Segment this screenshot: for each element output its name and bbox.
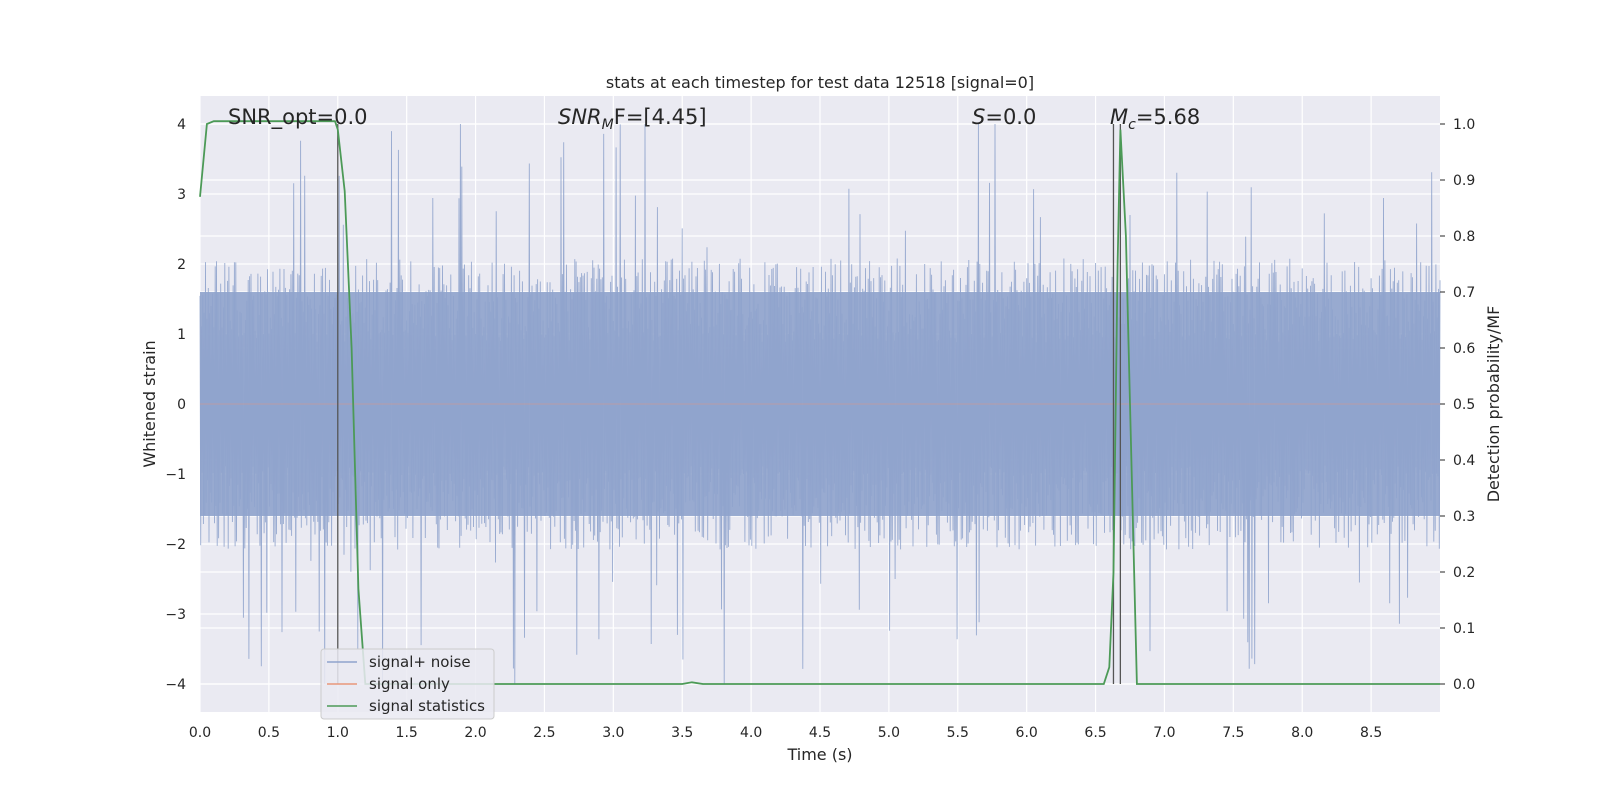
y-tick-label-left: 2 bbox=[177, 257, 186, 273]
y-tick-label-right: 0.2 bbox=[1453, 565, 1475, 581]
y-tick-label-right: 0.5 bbox=[1453, 397, 1475, 413]
y-tick-label-left: −4 bbox=[165, 677, 186, 693]
series-signal-statistics-line bbox=[199, 120, 1440, 685]
x-tick-label: 8.0 bbox=[1291, 725, 1313, 741]
x-axis-label: Time (s) bbox=[786, 745, 852, 764]
x-tick-label: 6.5 bbox=[1084, 725, 1106, 741]
y-tick-label-right: 1.0 bbox=[1453, 117, 1475, 133]
y-tick-label-right: 0.0 bbox=[1453, 677, 1475, 693]
y-tick-label-right: 0.1 bbox=[1453, 621, 1475, 637]
y-tick-label-right: 0.3 bbox=[1453, 509, 1475, 525]
x-tick-label: 7.5 bbox=[1222, 725, 1244, 741]
y-axis-label-right: Detection probability/MF bbox=[1484, 306, 1503, 503]
legend-box bbox=[320, 648, 495, 720]
annotation-mc: Mc=5.68 bbox=[1110, 105, 1200, 133]
x-tick-label: 8.5 bbox=[1360, 725, 1382, 741]
tick-labels: 0.0 0.5 1.0 1.5 2.0 2.5 3.0 3.5 4.0 4.5 5.0 5.5 6.0 6… bbox=[165, 117, 1475, 741]
x-tick-label: 0.5 bbox=[258, 725, 280, 741]
legend-label-signal-statistics: signal statistics bbox=[369, 697, 485, 715]
x-tick-label: 2.0 bbox=[464, 725, 486, 741]
y-tick-label-left: 3 bbox=[177, 187, 186, 203]
statistics-series bbox=[199, 120, 1440, 685]
annotation-snr-opt: SNR_opt=0.0 bbox=[228, 105, 368, 130]
y-tick-label-left: 1 bbox=[177, 327, 186, 343]
legend-label-signal-noise: signal+ noise bbox=[369, 653, 471, 671]
y-tick-label-left: 0 bbox=[177, 397, 186, 413]
x-tick-label: 3.5 bbox=[671, 725, 693, 741]
x-tick-label: 5.0 bbox=[878, 725, 900, 741]
y-tick-label-right: 0.8 bbox=[1453, 229, 1475, 245]
legend-label-signal-only: signal only bbox=[369, 675, 450, 693]
x-tick-label: 4.5 bbox=[809, 725, 831, 741]
x-tick-label: 4.0 bbox=[740, 725, 762, 741]
x-tick-label: 3.0 bbox=[602, 725, 624, 741]
chart-title: stats at each timestep for test data 125… bbox=[606, 73, 1034, 92]
y-tick-label-left: −1 bbox=[165, 467, 186, 483]
x-tick-label: 2.5 bbox=[533, 725, 555, 741]
y-tick-label-right: 0.7 bbox=[1453, 285, 1475, 301]
annotation-s: S=0.0 bbox=[972, 105, 1036, 129]
y-tick-label-left: −3 bbox=[165, 607, 186, 623]
x-tick-label: 0.0 bbox=[189, 725, 211, 741]
x-tick-label: 1.5 bbox=[396, 725, 418, 741]
y-tick-label-right: 0.9 bbox=[1453, 173, 1475, 189]
y-axis-label-left: Whitened strain bbox=[140, 340, 159, 467]
x-tick-label: 1.0 bbox=[327, 725, 349, 741]
y-tick-label-left: −2 bbox=[165, 537, 186, 553]
y-tick-label-left: 4 bbox=[177, 117, 186, 133]
legend: signal+ noise signal only signal statist… bbox=[320, 648, 495, 720]
x-tick-label: 7.0 bbox=[1153, 725, 1175, 741]
x-tick-label: 5.5 bbox=[947, 725, 969, 741]
y-tick-label-right: 0.4 bbox=[1453, 453, 1475, 469]
x-tick-label: 6.0 bbox=[1016, 725, 1038, 741]
annotation-snr-mf: SNRMF=[4.45] bbox=[558, 105, 707, 133]
noise-series bbox=[199, 123, 1441, 685]
y-tick-label-right: 0.6 bbox=[1453, 341, 1475, 357]
